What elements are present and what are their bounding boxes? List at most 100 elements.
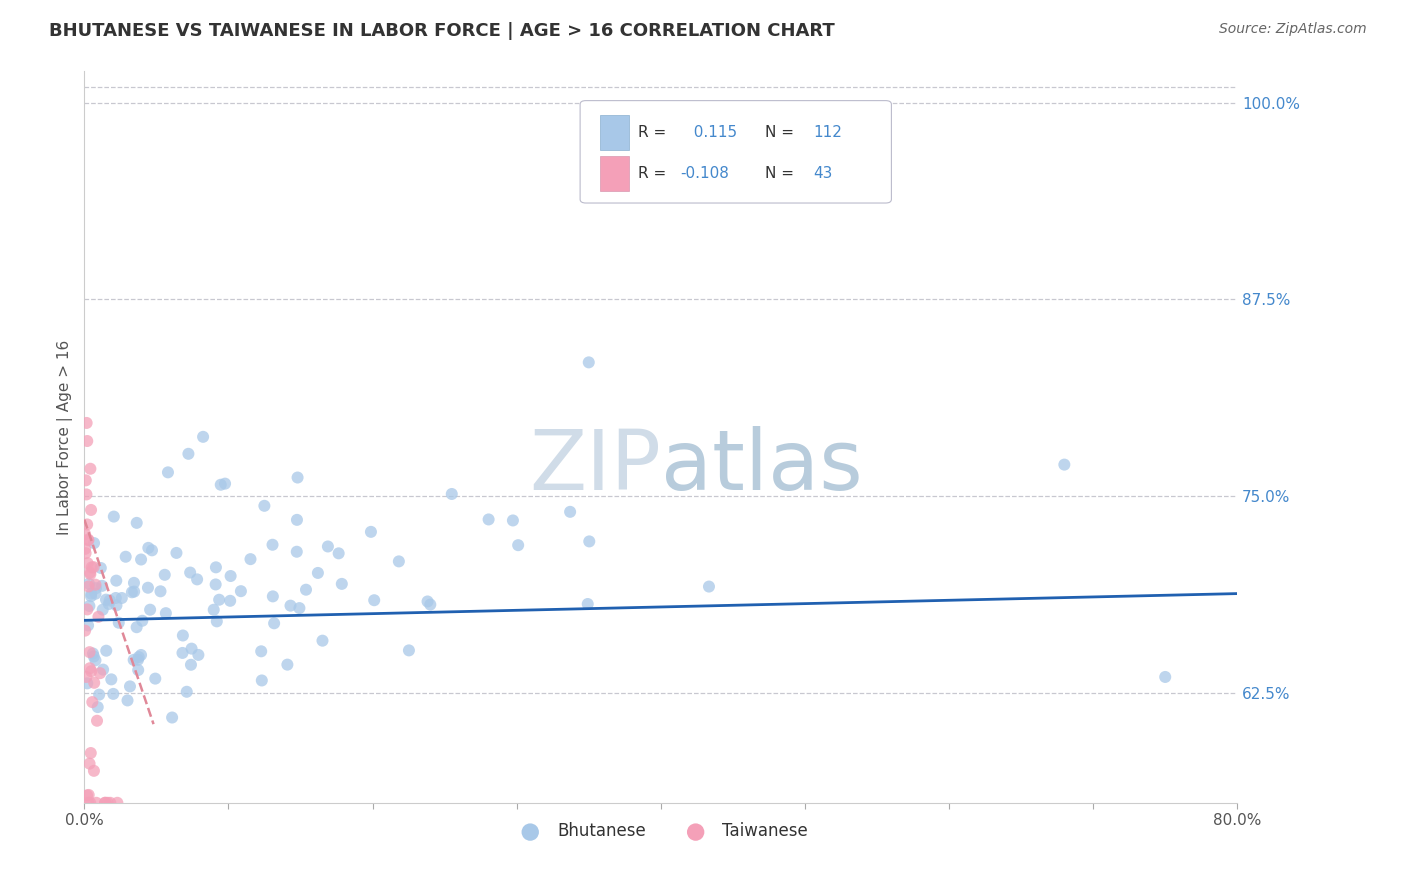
Point [83, 536, 105, 550]
Point [250, 644, 273, 658]
Y-axis label: In Labor Force | Age > 16: In Labor Force | Age > 16 [58, 340, 73, 534]
Point [76, 602, 98, 616]
Point [127, 663, 149, 677]
Point [172, 646, 194, 660]
Point [76, 434, 98, 448]
Point [263, 616, 285, 631]
Point [82, 647, 104, 661]
Point [143, 672, 166, 686]
Point [508, 538, 530, 552]
Point [177, 447, 200, 461]
Point [86, 700, 108, 714]
Point [100, 673, 122, 687]
Point [205, 560, 228, 574]
Point [75, 527, 97, 541]
Point [219, 569, 242, 583]
Point [76, 556, 98, 570]
Point [287, 470, 309, 484]
Point [91, 579, 114, 593]
Point [478, 512, 501, 526]
Point [79, 756, 101, 771]
Point [288, 601, 311, 615]
Point [180, 657, 202, 672]
Point [84, 587, 107, 601]
Text: -0.108: -0.108 [681, 166, 730, 181]
Point [84, 577, 107, 591]
Point [89, 688, 111, 702]
Point [77, 788, 100, 802]
Point [253, 499, 276, 513]
Point [179, 566, 201, 580]
Point [307, 566, 329, 580]
Point [79, 796, 101, 810]
Point [96, 796, 118, 810]
Point [239, 552, 262, 566]
Point [295, 582, 318, 597]
Text: ZIP: ZIP [529, 425, 661, 507]
Point [153, 567, 176, 582]
Point [75, 670, 97, 684]
Point [104, 591, 127, 605]
Text: R =: R = [638, 125, 666, 139]
Point [141, 543, 163, 558]
Point [285, 545, 308, 559]
Point [80, 560, 103, 574]
Point [77, 796, 100, 810]
Point [75, 541, 97, 556]
Point [205, 615, 228, 629]
Point [388, 554, 411, 568]
Point [187, 648, 209, 662]
Point [94, 592, 117, 607]
Point [578, 534, 600, 549]
Point [398, 643, 420, 657]
Point [82, 695, 104, 709]
Point [80, 589, 103, 603]
Point [122, 575, 145, 590]
Point [79, 567, 101, 582]
Point [136, 541, 159, 555]
Point [155, 606, 177, 620]
Point [250, 673, 273, 688]
Point [311, 633, 333, 648]
Point [98, 593, 121, 607]
Point [136, 581, 159, 595]
Point [558, 505, 581, 519]
Point [105, 574, 128, 588]
Text: Source: ZipAtlas.com: Source: ZipAtlas.com [1219, 22, 1367, 37]
Point [87, 609, 110, 624]
Point [156, 466, 179, 480]
Point [77, 618, 100, 632]
Point [76, 676, 98, 690]
Point [416, 594, 439, 608]
Point [576, 597, 599, 611]
Point [86, 714, 108, 728]
Point [440, 487, 463, 501]
Point [180, 641, 202, 656]
Point [105, 796, 128, 810]
Point [330, 577, 353, 591]
Point [103, 509, 125, 524]
Point [103, 687, 125, 701]
Point [83, 675, 105, 690]
Point [80, 503, 103, 517]
Point [208, 592, 231, 607]
Point [202, 603, 225, 617]
Point [91, 602, 114, 616]
Point [176, 685, 198, 699]
Point [83, 649, 105, 664]
Point [90, 561, 112, 575]
Point [77, 576, 100, 591]
Point [360, 524, 382, 539]
Text: R =: R = [638, 166, 666, 181]
Point [77, 579, 100, 593]
Point [97, 597, 120, 611]
Legend: Bhutanese, Taiwanese: Bhutanese, Taiwanese [508, 816, 814, 847]
Point [117, 693, 139, 707]
Text: 0.115: 0.115 [683, 125, 737, 139]
Point [80, 664, 103, 678]
Point [328, 546, 350, 560]
Point [76, 416, 98, 430]
Point [114, 549, 136, 564]
Point [84, 653, 107, 667]
Point [75, 546, 97, 560]
